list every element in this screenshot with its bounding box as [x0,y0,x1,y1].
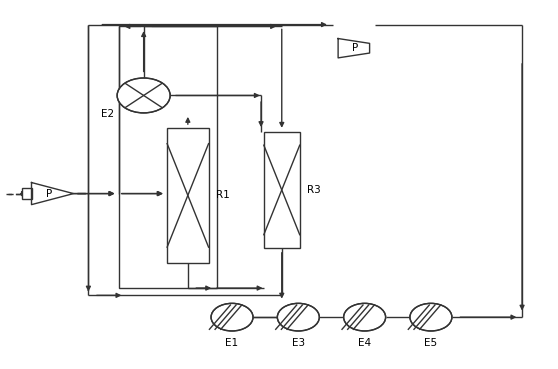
Bar [167,128,209,263]
Bar [119,27,217,288]
Bar [22,188,31,199]
Circle shape [117,78,170,113]
Circle shape [211,303,253,331]
Bar [264,132,300,248]
Polygon shape [338,38,369,58]
Circle shape [277,303,319,331]
Text: E4: E4 [358,338,371,348]
Text: E1: E1 [225,338,239,348]
Text: P: P [46,189,52,199]
Circle shape [410,303,452,331]
Text: P: P [352,43,358,53]
Text: R1: R1 [216,190,229,200]
Text: E2: E2 [101,109,114,119]
Text: E3: E3 [292,338,305,348]
Circle shape [344,303,386,331]
Polygon shape [31,183,74,205]
Text: E5: E5 [425,338,437,348]
Text: R3: R3 [307,185,321,195]
